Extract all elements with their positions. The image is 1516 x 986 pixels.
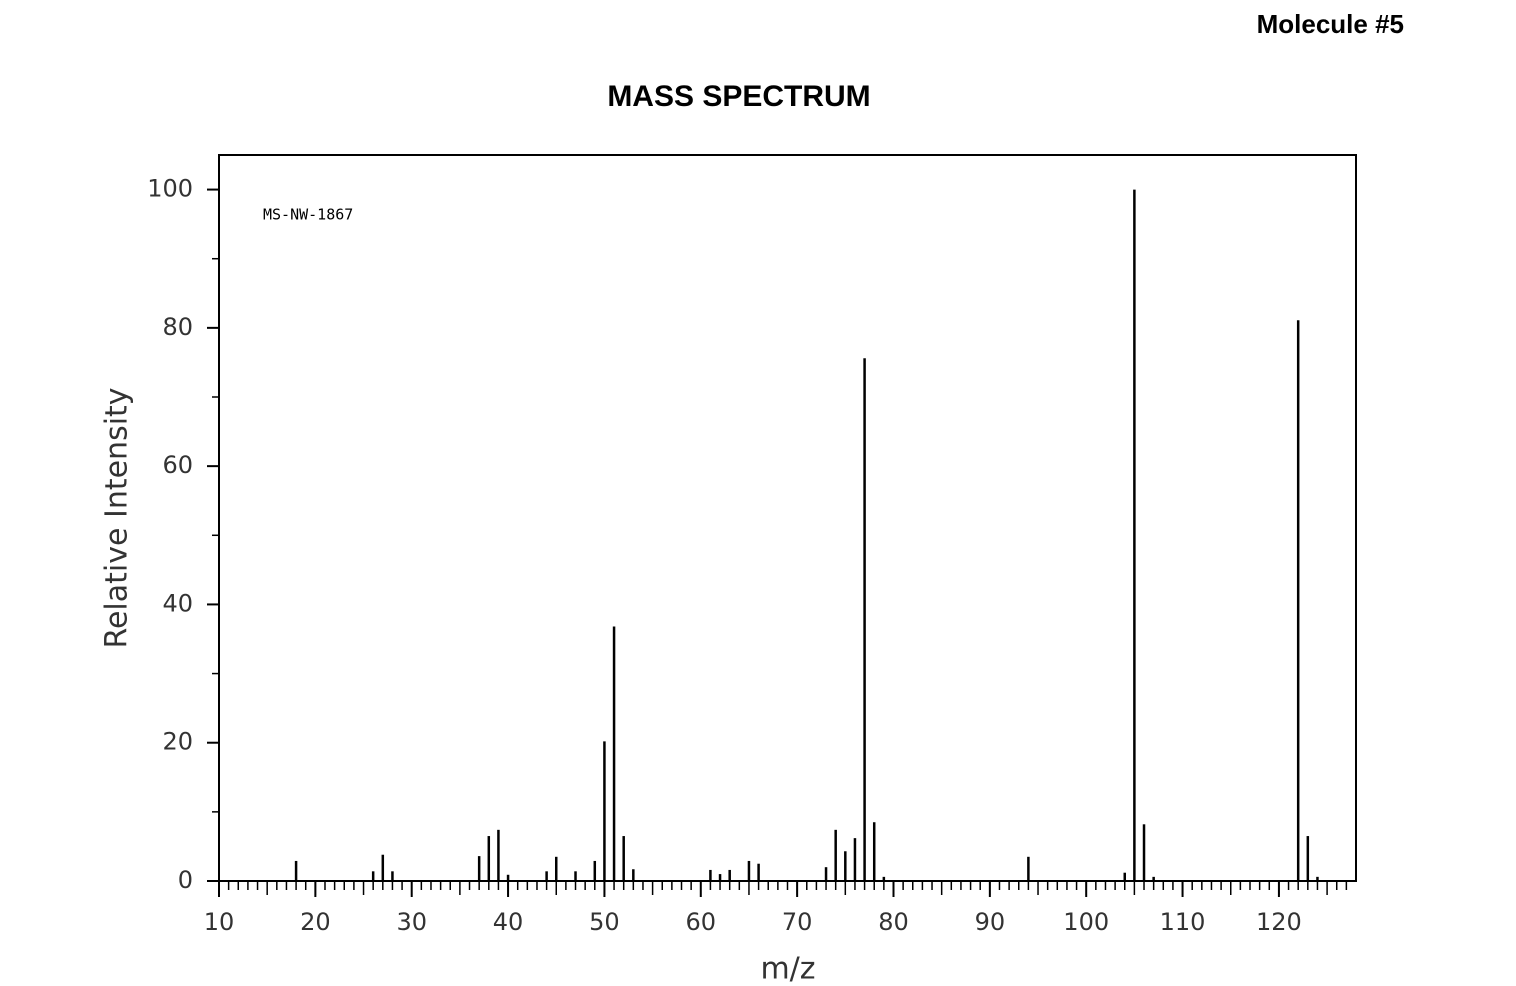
x-axis-label: m/z bbox=[760, 952, 815, 986]
x-tick-label: 120 bbox=[1256, 908, 1302, 936]
y-tick-label: 40 bbox=[162, 589, 193, 617]
y-tick-label: 60 bbox=[162, 451, 193, 479]
x-tick-label: 50 bbox=[589, 908, 620, 936]
chart-title: MASS SPECTRUM bbox=[607, 80, 870, 113]
molecule-label: Molecule #5 bbox=[1257, 9, 1404, 39]
x-tick-label: 110 bbox=[1160, 908, 1206, 936]
x-tick-label: 30 bbox=[396, 908, 427, 936]
x-tick-label: 20 bbox=[300, 908, 331, 936]
x-tick-label: 10 bbox=[204, 908, 235, 936]
x-tick-label: 90 bbox=[975, 908, 1006, 936]
x-tick-label: 80 bbox=[878, 908, 909, 936]
x-tick-label: 70 bbox=[782, 908, 813, 936]
y-tick-label: 100 bbox=[147, 175, 193, 203]
y-tick-label: 80 bbox=[162, 313, 193, 341]
x-tick-label: 100 bbox=[1063, 908, 1109, 936]
y-tick-label: 20 bbox=[162, 728, 193, 756]
y-tick-label: 0 bbox=[178, 866, 193, 894]
x-tick-label: 60 bbox=[686, 908, 717, 936]
y-axis-label: Relative Intensity bbox=[100, 387, 135, 648]
x-tick-label: 40 bbox=[493, 908, 524, 936]
annotation: MS-NW-1867 bbox=[263, 206, 353, 224]
plot-frame bbox=[218, 154, 1357, 882]
